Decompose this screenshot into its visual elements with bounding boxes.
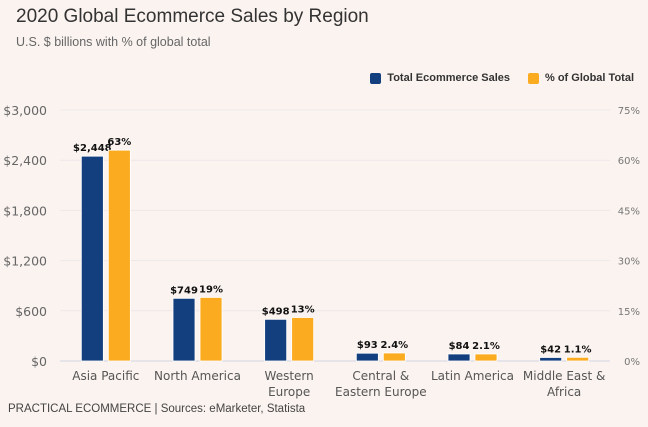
bar-sales: [539, 357, 563, 362]
left-tick-label: $1,800: [3, 203, 47, 218]
right-tick-label: 60%: [618, 156, 640, 167]
right-tick-label: 30%: [618, 257, 640, 268]
data-label: 2.1%: [472, 341, 500, 352]
bar-sales: [264, 318, 288, 362]
bar-percent: [199, 297, 223, 362]
category-label: Middle East &: [523, 369, 606, 383]
category-label: Western: [265, 369, 314, 383]
chart-subtitle: U.S. $ billions with % of global total: [16, 35, 211, 49]
data-label: 63%: [107, 137, 131, 148]
data-label: $84: [449, 341, 470, 352]
bar-sales: [447, 353, 471, 362]
category-label: Asia Pacific: [72, 369, 139, 383]
category-label: Eastern Europe: [335, 385, 427, 399]
right-tick-label: 75%: [618, 106, 640, 117]
bar-sales: [172, 297, 196, 362]
bar-percent: [566, 356, 590, 362]
category-label: Africa: [547, 385, 581, 399]
data-label: $93: [357, 340, 378, 351]
legend: Total Ecommerce Sales % of Global Total: [370, 72, 634, 84]
legend-item-percent[interactable]: % of Global Total: [527, 72, 634, 84]
right-tick-label: 0%: [624, 357, 640, 368]
legend-label-percent: % of Global Total: [544, 72, 634, 84]
bar-percent: [291, 317, 315, 362]
category-label: North America: [154, 369, 241, 383]
bar-percent: [474, 353, 498, 362]
right-tick-label: 15%: [618, 307, 640, 318]
data-label: 19%: [199, 284, 223, 295]
source-footer: PRACTICAL ECOMMERCE | Sources: eMarketer…: [8, 403, 306, 415]
chart-title: 2020 Global Ecommerce Sales by Region: [16, 6, 369, 27]
bar-percent: [107, 149, 131, 362]
legend-item-sales[interactable]: Total Ecommerce Sales: [370, 72, 510, 84]
right-tick-label: 45%: [618, 206, 640, 217]
data-label: $42: [540, 344, 561, 355]
data-label: $749: [170, 285, 198, 296]
bar-sales: [80, 155, 104, 362]
left-tick-label: $600: [15, 304, 47, 319]
category-label: Latin America: [431, 369, 514, 383]
left-tick-label: $3,000: [3, 103, 47, 118]
legend-swatch-sales: [370, 72, 382, 84]
data-label: $2,448: [73, 143, 112, 154]
data-label: 2.4%: [380, 340, 408, 351]
data-label: $498: [262, 306, 290, 317]
left-tick-label: $0: [31, 354, 47, 369]
left-tick-label: $1,200: [3, 254, 47, 269]
legend-swatch-percent: [527, 72, 539, 84]
category-label: Central &: [352, 369, 409, 383]
legend-label-sales: Total Ecommerce Sales: [387, 72, 510, 84]
data-label: 13%: [291, 304, 315, 315]
bar-sales: [355, 352, 379, 362]
category-label: Europe: [268, 385, 310, 399]
data-label: 1.1%: [564, 344, 592, 355]
left-tick-label: $2,400: [3, 153, 47, 168]
bar-percent: [382, 352, 406, 362]
